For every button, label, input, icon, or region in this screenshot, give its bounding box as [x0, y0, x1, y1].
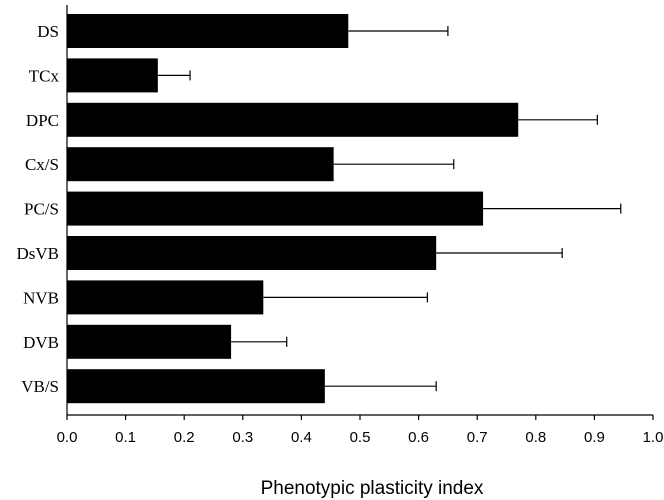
x-tick-label: 0.1 — [115, 429, 136, 446]
error-bars-layer — [157, 26, 622, 392]
error-bar-dpc — [518, 114, 598, 125]
category-labels: DS TCx DPC Cx/S PC/S DsVB NVB DVB VB/S — [16, 22, 59, 396]
error-bar-pc-s — [483, 203, 622, 214]
category-label-dpc: DPC — [26, 111, 59, 130]
category-label-dsvb: DsVB — [16, 244, 59, 263]
x-tick-label: 0.8 — [525, 429, 546, 446]
error-bar-nvb — [263, 292, 428, 303]
x-ticks: 0.0 0.1 0.2 0.3 0.4 0.5 0.6 0.7 0.8 0.9 1.0 — [57, 415, 664, 446]
x-tick-label: 0.6 — [408, 429, 429, 446]
error-bar-tcx — [157, 70, 191, 81]
category-label-cx-s: Cx/S — [25, 155, 59, 174]
x-tick-label: 0.2 — [174, 429, 195, 446]
x-tick-label: 0.5 — [350, 429, 371, 446]
bar-dpc — [67, 102, 519, 137]
x-tick-label: 0.7 — [467, 429, 488, 446]
bar-cx-s — [67, 147, 334, 182]
bar-pc-s — [67, 191, 484, 226]
x-tick-label: 1.0 — [643, 429, 664, 446]
x-axis-title: Phenotypic plasticity index — [261, 478, 484, 499]
x-tick-label: 0.9 — [584, 429, 605, 446]
category-label-pc-s: PC/S — [24, 200, 59, 219]
bar-dvb — [67, 324, 232, 359]
error-bar-dvb — [231, 336, 288, 347]
category-label-dvb: DVB — [23, 333, 59, 352]
x-tick-label: 0.0 — [57, 429, 78, 446]
bar-ds — [67, 14, 349, 48]
bars-layer — [67, 14, 519, 404]
category-label-tcx: TCx — [29, 66, 60, 85]
bar-tcx — [67, 58, 158, 93]
bar-dsvb — [67, 236, 437, 270]
x-tick-label: 0.4 — [291, 429, 312, 446]
bar-nvb — [67, 280, 264, 315]
error-bar-vb-s — [324, 381, 437, 392]
x-tick-label: 0.3 — [232, 429, 253, 446]
category-label-nvb: NVB — [23, 288, 59, 307]
bar-vb-s — [67, 369, 325, 404]
category-label-vb-s: VB/S — [21, 377, 59, 396]
error-bar-cx-s — [333, 159, 455, 170]
error-bar-dsvb — [436, 248, 563, 258]
error-bar-ds — [348, 26, 449, 36]
category-label-ds: DS — [37, 22, 59, 41]
